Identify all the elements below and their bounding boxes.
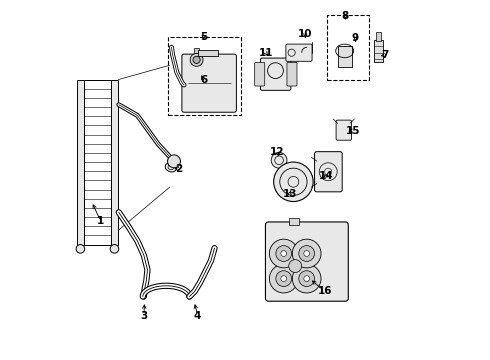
Circle shape xyxy=(270,239,298,268)
FancyBboxPatch shape xyxy=(255,62,265,86)
FancyBboxPatch shape xyxy=(286,44,312,61)
Text: 8: 8 xyxy=(342,11,349,21)
Circle shape xyxy=(193,56,200,63)
Text: 9: 9 xyxy=(352,33,359,43)
Bar xyxy=(84,80,111,244)
Text: 16: 16 xyxy=(318,286,332,296)
Text: 14: 14 xyxy=(318,171,333,181)
Circle shape xyxy=(270,264,298,293)
Text: 15: 15 xyxy=(346,126,361,135)
Bar xyxy=(374,40,383,62)
Text: 7: 7 xyxy=(381,50,389,60)
Text: 1: 1 xyxy=(97,216,104,226)
Circle shape xyxy=(299,271,315,287)
Bar xyxy=(111,80,119,244)
Circle shape xyxy=(293,264,321,293)
Text: 4: 4 xyxy=(194,311,201,320)
Circle shape xyxy=(281,251,287,256)
Circle shape xyxy=(76,244,85,253)
Bar xyxy=(376,32,381,41)
Text: 10: 10 xyxy=(298,29,313,39)
Bar xyxy=(198,50,218,56)
FancyBboxPatch shape xyxy=(182,54,236,112)
Text: 6: 6 xyxy=(200,75,207,85)
FancyBboxPatch shape xyxy=(266,222,348,301)
Circle shape xyxy=(299,246,315,261)
Circle shape xyxy=(281,276,287,282)
FancyBboxPatch shape xyxy=(336,120,351,140)
Circle shape xyxy=(190,53,203,66)
FancyBboxPatch shape xyxy=(260,58,291,90)
Circle shape xyxy=(276,246,292,261)
Bar xyxy=(195,48,199,53)
Circle shape xyxy=(304,251,310,256)
Bar xyxy=(289,219,299,225)
Text: 3: 3 xyxy=(140,311,147,320)
Bar xyxy=(327,15,368,80)
Bar xyxy=(338,45,352,67)
Ellipse shape xyxy=(165,163,176,172)
Circle shape xyxy=(289,260,302,273)
Bar xyxy=(168,37,242,116)
FancyBboxPatch shape xyxy=(315,152,342,192)
FancyBboxPatch shape xyxy=(287,62,297,86)
Circle shape xyxy=(293,239,321,268)
Text: 11: 11 xyxy=(259,48,273,58)
Text: 13: 13 xyxy=(283,189,297,199)
Text: 2: 2 xyxy=(175,164,182,174)
Bar xyxy=(77,80,84,244)
Circle shape xyxy=(110,244,119,253)
Circle shape xyxy=(274,162,313,202)
Circle shape xyxy=(276,271,292,287)
Text: 12: 12 xyxy=(270,147,285,157)
Circle shape xyxy=(168,155,180,168)
Text: 5: 5 xyxy=(200,32,207,41)
Circle shape xyxy=(271,152,287,168)
Circle shape xyxy=(304,276,310,282)
